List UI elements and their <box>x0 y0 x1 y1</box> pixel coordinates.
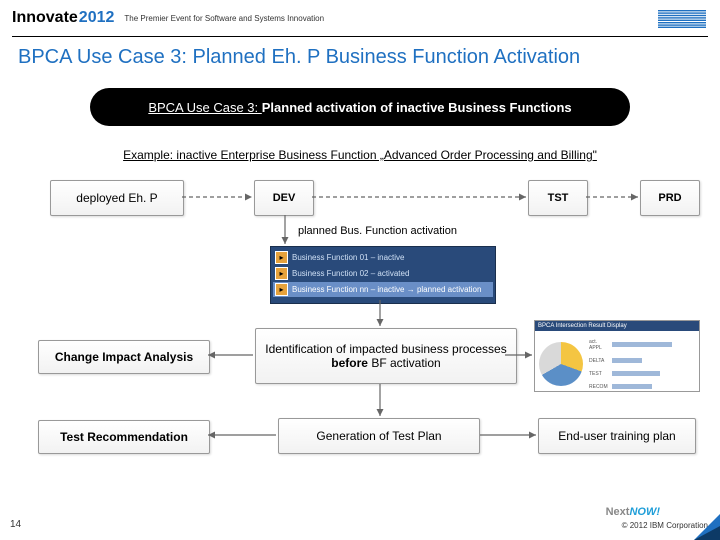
box-end-user-training: End-user training plan <box>538 418 696 454</box>
logo-word: Innovate <box>12 9 78 27</box>
bar-row: DELTA <box>589 358 695 364</box>
result-chart-thumb: BPCA Intersection Result Display act. AP… <box>534 320 700 392</box>
bar-row: RECOM <box>589 384 695 390</box>
footer-next: Next <box>606 506 630 518</box>
bf-row-label: Business Function 02 – activated <box>292 269 409 278</box>
header-tagline: The Premier Event for Software and Syste… <box>124 14 324 23</box>
corner-accent2-icon <box>694 526 720 540</box>
page-number: 14 <box>10 519 21 530</box>
bar-label: DELTA <box>589 358 609 364</box>
bar <box>612 342 672 347</box>
bf-row-label: Business Function nn – inactive → planne… <box>292 285 481 294</box>
box-identification: Identification of impacted business proc… <box>255 328 517 384</box>
bf-row: ▸ Business Function 02 – activated <box>273 266 493 281</box>
box-deployed-ehp: deployed Eh. P <box>50 180 184 216</box>
box-dev: DEV <box>254 180 314 216</box>
ibm-logo-icon <box>658 10 706 28</box>
bf-icon: ▸ <box>275 283 288 296</box>
bar <box>612 384 652 389</box>
bar-row: act. APPL <box>589 339 695 351</box>
business-function-panel: ▸ Business Function 01 – inactive ▸ Busine… <box>270 246 496 304</box>
pill-prefix: BPCA Use Case 3: <box>148 100 261 115</box>
bar-row: TEST <box>589 371 695 377</box>
box-tst: TST <box>528 180 588 216</box>
footer-now: NOW! <box>629 506 660 518</box>
box-change-impact: Change Impact Analysis <box>38 340 210 374</box>
slide-title: BPCA Use Case 3: Planned Eh. P Business … <box>18 46 580 69</box>
slide-header: Innovate 2012 The Premier Event for Soft… <box>0 0 720 36</box>
bar-label: act. APPL <box>589 339 609 351</box>
innovate-logo: Innovate 2012 <box>12 9 114 27</box>
bars-group: act. APPL DELTA TEST RECOM <box>589 335 695 393</box>
bar-label: RECOM <box>589 384 609 390</box>
chart-thumb-title: BPCA Intersection Result Display <box>538 323 627 329</box>
dev-label: DEV <box>273 192 296 204</box>
ident-post: BF activation <box>368 356 441 370</box>
logo-year: 2012 <box>79 9 115 27</box>
box-prd: PRD <box>640 180 700 216</box>
box-test-recommendation: Test Recommendation <box>38 420 210 454</box>
pie-icon <box>539 342 583 386</box>
ident-bold: before <box>331 356 368 370</box>
prd-label: PRD <box>658 192 681 204</box>
box-generation: Generation of Test Plan <box>278 418 480 454</box>
bar <box>612 371 660 376</box>
bar <box>612 358 642 363</box>
header-rule <box>12 36 708 37</box>
footer-next-now-logo: NextNOW! <box>606 506 660 518</box>
bf-icon: ▸ <box>275 251 288 264</box>
chart-thumb-header: BPCA Intersection Result Display <box>535 321 699 331</box>
use-case-pill: BPCA Use Case 3: Planned activation of i… <box>90 88 630 126</box>
bf-row-highlight: ▸ Business Function nn – inactive → plann… <box>273 282 493 297</box>
tst-label: TST <box>548 192 569 204</box>
pill-bold: Planned activation of inactive Business … <box>262 100 572 115</box>
bf-row: ▸ Business Function 01 – inactive <box>273 250 493 265</box>
bf-row-label: Business Function 01 – inactive <box>292 253 405 262</box>
bar-label: TEST <box>589 371 609 377</box>
bf-icon: ▸ <box>275 267 288 280</box>
example-line: Example: inactive Enterprise Business Fu… <box>0 148 720 162</box>
chart-thumb-body: act. APPL DELTA TEST RECOM <box>535 331 699 397</box>
ident-pre: Identification of impacted business proc… <box>265 342 506 356</box>
activation-caption: planned Bus. Function activation <box>298 225 457 237</box>
